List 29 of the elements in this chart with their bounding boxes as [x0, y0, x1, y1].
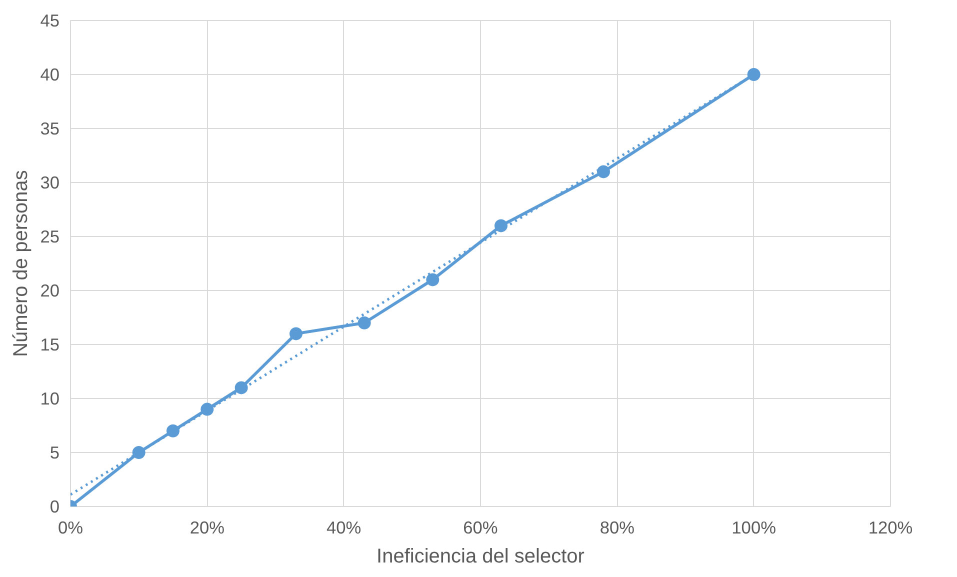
x-tick-label: 40% [326, 518, 362, 538]
y-tick-label: 20 [40, 280, 60, 300]
x-tick-label: 100% [732, 518, 776, 538]
y-tick-label: 10 [40, 388, 60, 408]
point [234, 381, 248, 394]
point [132, 446, 146, 459]
x-tick-label: 60% [463, 518, 498, 538]
x-tick-label: 0% [58, 518, 84, 538]
x-tick-label: 80% [600, 518, 635, 538]
point [597, 165, 610, 178]
x-axis-title: Ineficiencia del selector [376, 546, 585, 568]
x-tick-label: 120% [868, 518, 913, 538]
y-tick-label: 5 [50, 442, 60, 462]
point [747, 68, 760, 81]
y-tick-label: 35 [40, 118, 60, 138]
y-tick-label: 30 [40, 172, 60, 192]
y-tick-label: 0 [50, 496, 60, 516]
x-tick-label: 20% [190, 518, 225, 538]
point [426, 273, 440, 286]
y-tick-label: 25 [40, 226, 60, 246]
point [166, 424, 180, 438]
y-tick-label: 15 [40, 334, 60, 354]
point [200, 402, 214, 416]
point [358, 316, 371, 330]
point [494, 219, 508, 232]
y-axis-title: Número de personas [10, 170, 32, 357]
point [290, 327, 302, 340]
y-tick-label: 40 [40, 64, 60, 84]
y-tick-label: 45 [40, 10, 60, 30]
